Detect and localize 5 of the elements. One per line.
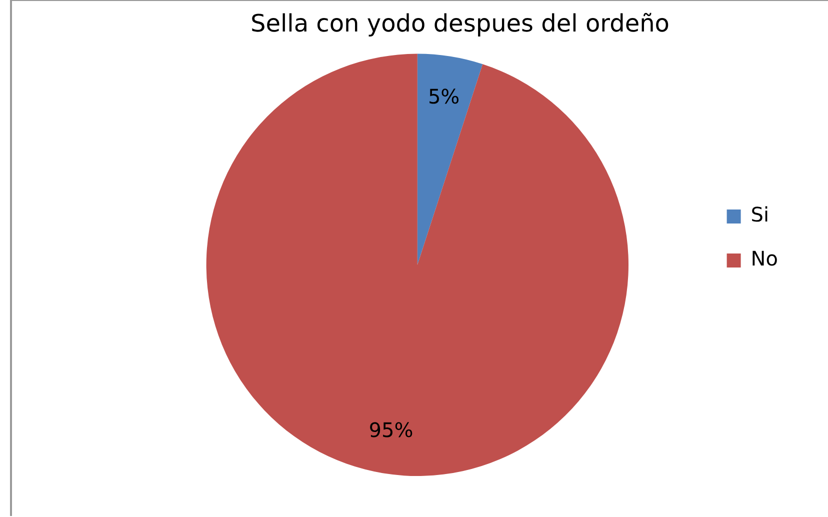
chart-title: Sella con yodo despues del ordeño xyxy=(250,10,670,38)
data-label: 95% xyxy=(368,418,414,442)
legend-label: No xyxy=(750,246,778,271)
data-label: 5% xyxy=(428,84,460,108)
legend-label: Si xyxy=(750,202,770,227)
